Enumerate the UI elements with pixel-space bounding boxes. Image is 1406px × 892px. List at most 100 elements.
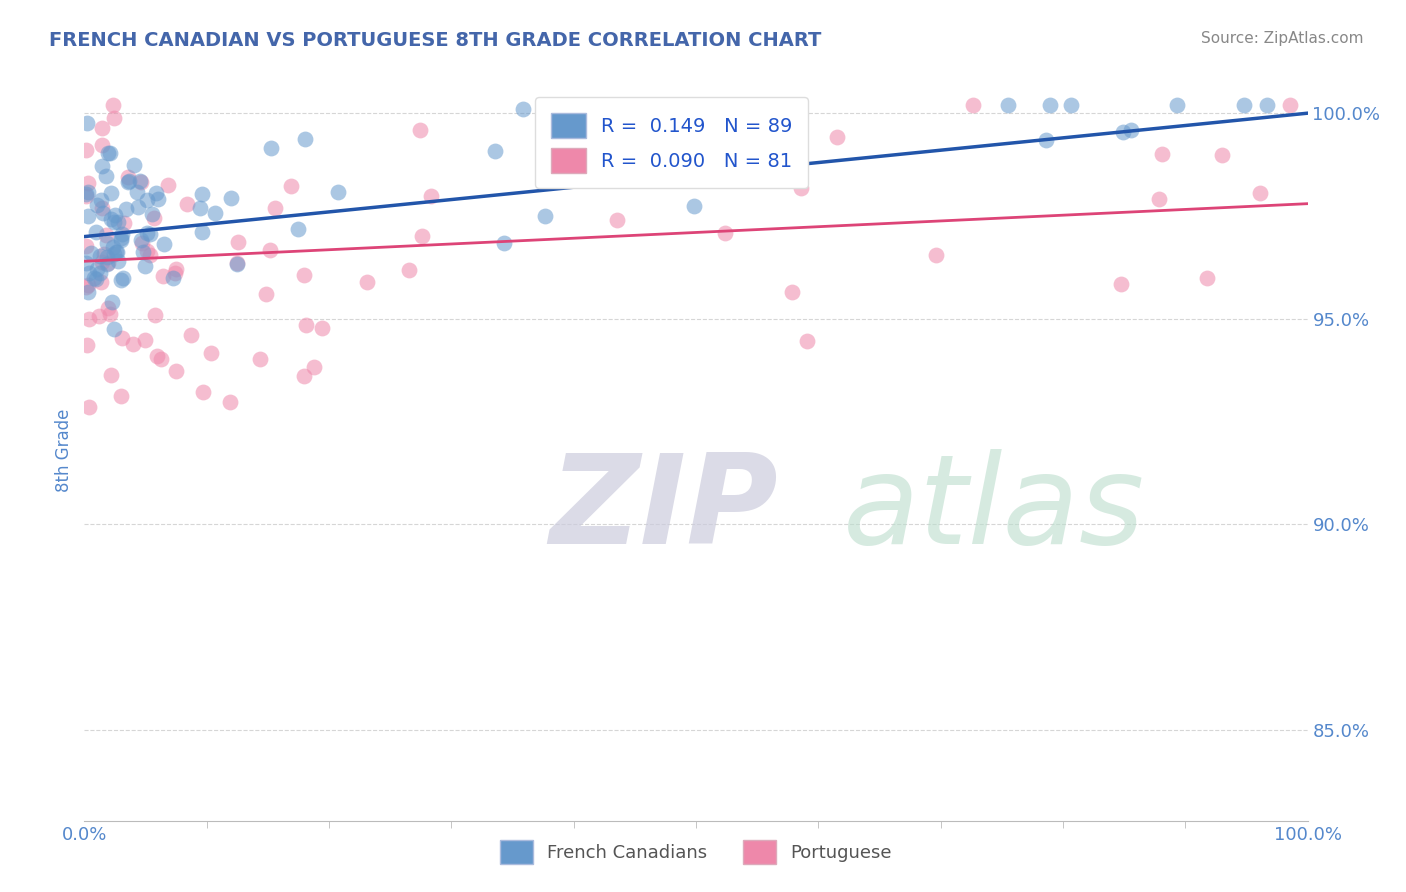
Point: [280, 178, 302, 193]
Text: atlas: atlas: [842, 450, 1144, 570]
Point: [112, 216, 135, 230]
Point: [100, 307, 122, 321]
Point: [94, 227, 117, 242]
Point: [292, 268, 315, 282]
Text: ZIP: ZIP: [550, 450, 778, 570]
Point: [782, 285, 804, 299]
Point: [101, 239, 124, 253]
Point: [263, 201, 285, 215]
Point: [193, 385, 215, 400]
Point: [125, 185, 148, 199]
Point: [97, 256, 120, 270]
Point: [115, 202, 138, 216]
Point: [138, 248, 160, 262]
Point: [311, 320, 333, 334]
Point: [1111, 277, 1133, 292]
Point: [655, 101, 678, 115]
Point: [96, 257, 118, 271]
Point: [112, 271, 135, 285]
Point: [558, 98, 581, 112]
Point: [796, 334, 818, 349]
Y-axis label: 8th Grade: 8th Grade: [55, 409, 73, 492]
Point: [77, 185, 100, 199]
Point: [83, 270, 105, 285]
Point: [827, 129, 849, 144]
Point: [260, 141, 283, 155]
Point: [111, 227, 134, 242]
Point: [200, 346, 222, 360]
Point: [100, 212, 122, 227]
Point: [219, 191, 242, 205]
Point: [129, 174, 152, 188]
Point: [110, 233, 132, 247]
Point: [89, 266, 111, 280]
Point: [512, 102, 534, 116]
Point: [90, 137, 112, 152]
Point: [77, 176, 100, 190]
Point: [259, 243, 281, 257]
Point: [101, 98, 124, 112]
Point: [90, 275, 112, 289]
Point: [107, 253, 129, 268]
Point: [295, 318, 318, 332]
Point: [122, 158, 145, 172]
Point: [204, 206, 226, 220]
Point: [188, 201, 211, 215]
Point: [419, 188, 441, 202]
Point: [94, 169, 117, 184]
Point: [256, 286, 278, 301]
Point: [103, 215, 125, 229]
Point: [105, 244, 128, 259]
Point: [89, 249, 111, 263]
Point: [226, 256, 249, 270]
Point: [1166, 98, 1188, 112]
Point: [105, 245, 128, 260]
Point: [122, 336, 145, 351]
Point: [225, 257, 247, 271]
Point: [97, 146, 120, 161]
Point: [1249, 186, 1271, 201]
Legend: French Canadians, Portuguese: French Canadians, Portuguese: [494, 833, 898, 871]
Point: [110, 273, 132, 287]
Point: [669, 143, 692, 157]
Point: [75, 189, 97, 203]
Point: [790, 181, 813, 195]
Point: [699, 134, 721, 148]
Point: [100, 295, 122, 310]
Point: [287, 222, 309, 236]
Point: [249, 352, 271, 367]
Point: [165, 364, 187, 378]
Point: [136, 244, 159, 259]
Point: [141, 207, 163, 221]
Point: [292, 369, 315, 384]
Point: [103, 322, 125, 336]
Point: [80, 246, 103, 260]
Point: [134, 333, 156, 347]
Point: [86, 198, 108, 212]
Point: [111, 331, 134, 345]
Point: [134, 259, 156, 273]
Point: [100, 368, 122, 382]
Point: [1195, 271, 1218, 285]
Point: [77, 400, 100, 414]
Point: [129, 175, 152, 189]
Point: [143, 308, 166, 322]
Point: [672, 153, 695, 168]
Point: [143, 211, 166, 226]
Point: [704, 150, 727, 164]
Point: [1152, 147, 1174, 161]
Point: [294, 131, 316, 145]
Point: [100, 145, 122, 160]
Point: [91, 159, 114, 173]
Point: [77, 277, 100, 292]
Point: [398, 263, 420, 277]
Point: [84, 225, 107, 239]
Point: [131, 235, 153, 250]
Point: [1256, 98, 1278, 112]
Point: [89, 309, 111, 323]
Point: [75, 256, 97, 270]
Text: Source: ZipAtlas.com: Source: ZipAtlas.com: [1201, 31, 1364, 46]
Text: FRENCH CANADIAN VS PORTUGUESE 8TH GRADE CORRELATION CHART: FRENCH CANADIAN VS PORTUGUESE 8TH GRADE …: [49, 31, 821, 50]
Point: [103, 111, 125, 125]
Point: [77, 312, 100, 326]
